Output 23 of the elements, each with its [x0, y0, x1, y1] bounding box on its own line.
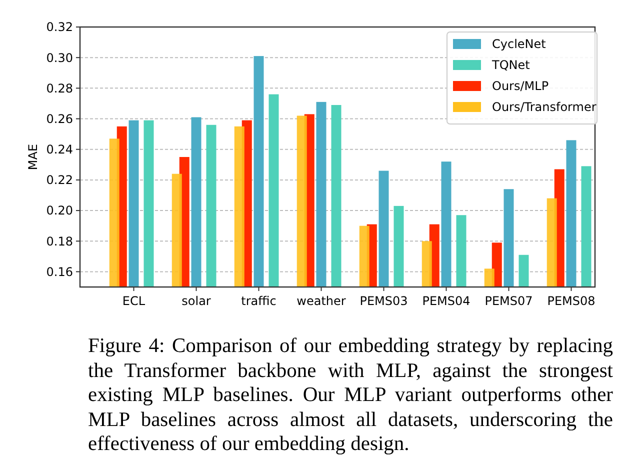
x-tick-label: solar — [182, 294, 211, 308]
y-tick-label: 0.24 — [46, 142, 73, 157]
x-tick-label: PEMS03 — [360, 294, 408, 308]
x-tick-label: PEMS08 — [547, 294, 596, 308]
x-tick-label: traffic — [241, 294, 276, 308]
legend-label: Ours/MLP — [492, 79, 549, 94]
caption: Figure 4: Comparison of our embedding strategy by replacing the Transformer backbone with MLP, against the strongest existing MLP baselines. Our MLP variant outperforms other MLP baselines across almost all datasets, underscoring the effectiveness of our embedding design. — [87, 334, 614, 456]
x-tick-label: PEMS04 — [422, 294, 470, 308]
y-axis-title: MAE — [26, 144, 40, 170]
x-tick-label: PEMS07 — [484, 294, 533, 308]
legend-label: CycleNet — [492, 37, 546, 52]
y-tick-label: 0.22 — [46, 173, 73, 188]
y-tick-label: 0.30 — [46, 50, 73, 65]
y-tick-label: 0.20 — [46, 204, 73, 218]
x-tick-label: weather — [296, 294, 346, 308]
legend-label: TQNet — [491, 58, 530, 72]
y-tick-label: 0.18 — [46, 234, 73, 248]
y-tick-label: 0.28 — [46, 81, 73, 96]
y-tick-label: 0.16 — [46, 264, 73, 279]
y-tick-label: 0.26 — [46, 112, 73, 126]
legend-label: Ours/Transformer — [492, 100, 596, 114]
y-tick-label: 0.32 — [46, 20, 73, 34]
x-tick-label: ECL — [122, 294, 146, 308]
